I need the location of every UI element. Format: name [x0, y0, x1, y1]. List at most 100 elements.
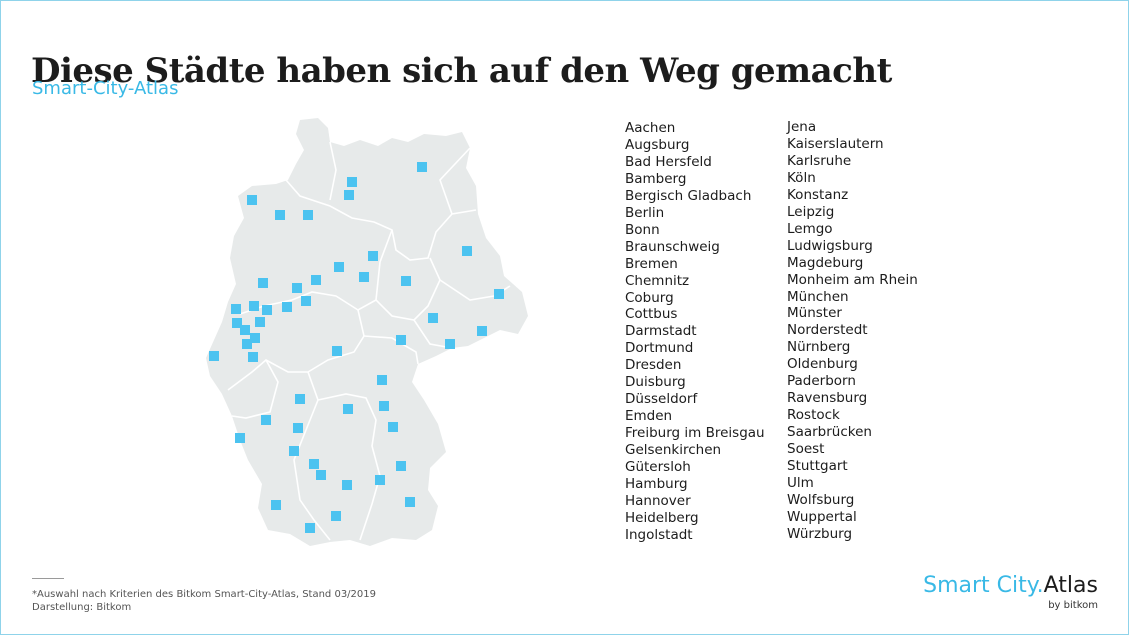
- city-list-item: Ravensburg: [787, 390, 868, 407]
- city-marker: [368, 251, 378, 261]
- city-list-item: Monheim am Rhein: [787, 271, 918, 288]
- city-marker: [331, 511, 341, 521]
- city-list-item: Münster: [787, 305, 842, 322]
- city-list-item: Nürnberg: [787, 339, 851, 356]
- city-list-item: Hannover: [625, 492, 691, 509]
- credit: Darstellung: Bitkom: [32, 602, 132, 613]
- city-list-item: Braunschweig: [625, 238, 720, 255]
- city-list-column-2: Jena Kaiserslautern Karlsruhe Köln Konstanz L…: [787, 119, 918, 543]
- city-list-item: Bergisch Gladbach: [625, 187, 752, 204]
- city-list-item: Aachen: [625, 120, 676, 136]
- city-list-item: Ludwigsburg: [787, 237, 873, 254]
- city-marker: [405, 497, 415, 507]
- city-marker: [248, 352, 258, 362]
- smart-city-atlas-logo: Smart City.Atlas by bitkom: [923, 573, 1098, 611]
- state-borders: [227, 141, 511, 541]
- city-marker: [347, 177, 357, 187]
- city-list-item: Darmstadt: [625, 323, 697, 340]
- city-list-item: Leipzig: [787, 203, 835, 220]
- city-marker: [258, 278, 268, 288]
- city-list-item: Wolfsburg: [787, 491, 855, 508]
- city-list-item: Bonn: [625, 221, 660, 238]
- city-list-item: Gelsenkirchen: [625, 442, 722, 459]
- germany-map: [206, 118, 528, 546]
- page-title: Diese Städte haben sich auf den Weg gema…: [31, 50, 892, 91]
- city-marker: [209, 351, 219, 361]
- city-marker: [293, 423, 303, 433]
- city-list-item: Konstanz: [787, 186, 849, 203]
- city-marker: [396, 461, 406, 471]
- germany-outline: [206, 118, 528, 546]
- city-marker: [289, 446, 299, 456]
- city-list-item: Ingolstadt: [625, 526, 693, 543]
- city-list-item: Magdeburg: [787, 254, 864, 271]
- city-list-item: Heidelberg: [625, 509, 699, 526]
- logo-wordmark: Smart City.Atlas: [923, 573, 1098, 599]
- city-list-item: Kaiserslautern: [787, 135, 884, 152]
- city-marker: [231, 304, 241, 314]
- city-marker: [240, 325, 250, 335]
- city-marker: [311, 275, 321, 285]
- city-marker: [242, 339, 252, 349]
- city-marker: [401, 276, 411, 286]
- city-marker: [303, 210, 313, 220]
- city-marker: [249, 301, 259, 311]
- city-list-item: Dresden: [625, 357, 682, 374]
- city-marker: [271, 500, 281, 510]
- city-marker: [334, 262, 344, 272]
- city-list-item: Bremen: [625, 255, 678, 272]
- city-marker: [275, 210, 285, 220]
- logo-byline: by bitkom: [1048, 600, 1098, 611]
- city-list-item: Duisburg: [625, 374, 686, 391]
- city-list-item: Düsseldorf: [625, 391, 698, 408]
- page-subtitle: Smart-City-Atlas: [32, 78, 179, 99]
- city-marker: [494, 289, 504, 299]
- city-marker: [343, 404, 353, 414]
- city-marker: [301, 296, 311, 306]
- city-list-item: Augsburg: [625, 136, 690, 153]
- city-marker: [250, 333, 260, 343]
- city-list-item: Ulm: [787, 475, 814, 492]
- city-marker: [247, 195, 257, 205]
- city-marker: [344, 190, 354, 200]
- city-marker: [292, 283, 302, 293]
- city-list-item: Wuppertal: [787, 508, 857, 525]
- city-list-item: Karlsruhe: [787, 152, 852, 169]
- city-marker: [379, 401, 389, 411]
- city-list-item: Saarbrücken: [787, 424, 872, 441]
- city-list-item: Berlin: [625, 204, 665, 221]
- city-marker: [477, 326, 487, 336]
- city-list-item: Emden: [625, 408, 673, 425]
- city-list-item: Paderborn: [787, 373, 856, 390]
- city-list-item: Stuttgart: [787, 458, 848, 475]
- city-list-item: Dortmund: [625, 340, 694, 357]
- city-list-item: Bamberg: [625, 170, 687, 187]
- city-list-item: Norderstedt: [787, 322, 868, 339]
- city-marker: [332, 346, 342, 356]
- city-marker: [377, 375, 387, 385]
- city-marker: [261, 415, 271, 425]
- city-list-item: Coburg: [625, 289, 674, 306]
- city-list-column-1: Aachen Augsburg Bad Hersfeld Bamberg Bergisc…: [625, 120, 765, 544]
- city-marker: [445, 339, 455, 349]
- footnote-divider: [32, 578, 64, 579]
- city-list-item: Würzburg: [787, 525, 853, 542]
- city-marker: [417, 162, 427, 172]
- city-list-item: Köln: [787, 169, 816, 186]
- logo-dot: .: [1036, 573, 1044, 598]
- city-list-item: Bad Hersfeld: [625, 153, 712, 170]
- city-marker: [262, 305, 272, 315]
- city-marker: [462, 246, 472, 256]
- city-marker: [282, 302, 292, 312]
- city-marker: [375, 475, 385, 485]
- city-list-item: Rostock: [787, 407, 840, 424]
- city-list-item: Gütersloh: [625, 459, 691, 476]
- city-marker: [309, 459, 319, 469]
- city-list-item: Freiburg im Breisgau: [625, 425, 765, 442]
- city-marker: [232, 318, 242, 328]
- city-marker: [235, 433, 245, 443]
- city-list-item: Cottbus: [625, 306, 678, 323]
- city-list-item: Soest: [787, 441, 825, 458]
- city-marker: [342, 480, 352, 490]
- city-list-item: Lemgo: [787, 220, 833, 237]
